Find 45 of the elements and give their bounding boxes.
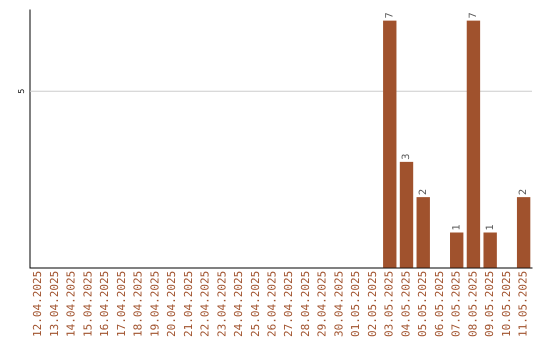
x-tick-label: 06.05.2025 bbox=[432, 270, 446, 338]
x-tick-label: 02.05.2025 bbox=[366, 270, 379, 338]
x-tick-label: 21.04.2025 bbox=[182, 270, 195, 338]
bar bbox=[450, 232, 464, 268]
x-tick-label: 28.04.2025 bbox=[298, 270, 312, 338]
x-tick-label: 15.04.2025 bbox=[81, 270, 94, 338]
x-tick-label: 07.05.2025 bbox=[450, 270, 463, 338]
x-tick-label: 26.04.2025 bbox=[265, 270, 278, 338]
data-label: 7 bbox=[384, 12, 396, 19]
x-tick-label: 09.05.2025 bbox=[483, 270, 496, 338]
x-tick-label: 18.04.2025 bbox=[132, 270, 145, 338]
data-label: 2 bbox=[418, 188, 429, 196]
x-tick-label: 04.05.2025 bbox=[399, 270, 412, 338]
bar bbox=[383, 20, 396, 268]
bar bbox=[416, 197, 430, 268]
x-tick-label: 01.05.2025 bbox=[349, 270, 362, 338]
x-tick-label: 08.05.2025 bbox=[466, 270, 480, 338]
x-tick-label: 10.05.2025 bbox=[500, 270, 513, 338]
x-tick-label: 22.04.2025 bbox=[198, 270, 212, 338]
data-label: 1 bbox=[484, 224, 496, 230]
x-tick-label: 19.04.2025 bbox=[148, 270, 162, 338]
x-tick-label: 20.04.2025 bbox=[165, 270, 178, 338]
x-tick-label: 17.04.2025 bbox=[114, 270, 128, 338]
x-tick-label: 30.04.2025 bbox=[332, 270, 346, 338]
x-tick-label: 16.04.2025 bbox=[98, 270, 112, 338]
data-label: 1 bbox=[451, 224, 462, 230]
x-tick-label: 13.04.2025 bbox=[48, 270, 61, 338]
x-tick-label: 05.05.2025 bbox=[416, 270, 430, 338]
ref-line-label: 5 bbox=[17, 88, 26, 94]
x-tick-label: 11.05.2025 bbox=[516, 270, 530, 338]
bar bbox=[483, 232, 497, 268]
x-tick-label: 23.04.2025 bbox=[215, 270, 228, 338]
bar bbox=[466, 20, 480, 268]
data-label: 2 bbox=[518, 188, 530, 196]
x-tick-label: 25.04.2025 bbox=[248, 270, 262, 338]
bar bbox=[516, 197, 530, 268]
x-tick-label: 14.04.2025 bbox=[64, 270, 78, 338]
x-tick-label: 29.04.2025 bbox=[316, 270, 329, 338]
x-tick-label: 27.04.2025 bbox=[282, 270, 296, 338]
bar bbox=[400, 162, 414, 268]
x-tick-label: 12.04.2025 bbox=[31, 270, 44, 338]
data-label: 7 bbox=[468, 12, 480, 19]
x-tick-label: 24.04.2025 bbox=[232, 270, 246, 338]
data-label: 3 bbox=[401, 153, 412, 160]
x-tick-label: 03.05.2025 bbox=[382, 270, 396, 338]
